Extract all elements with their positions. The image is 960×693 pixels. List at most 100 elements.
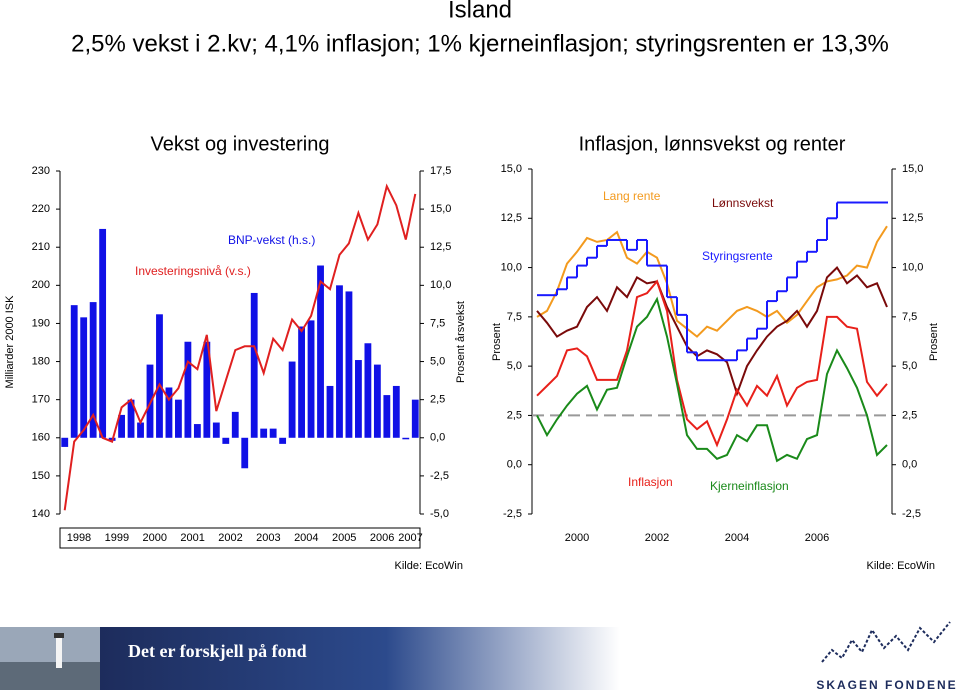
bar [156, 314, 163, 438]
series-label: Styringsrente [702, 249, 773, 263]
chart-title: Vekst og investering [151, 133, 330, 155]
x-tick-label: 2002 [645, 532, 669, 544]
bar [241, 437, 249, 469]
x-tick-label: 1998 [67, 532, 91, 544]
x-tick-label: 2006 [370, 532, 394, 544]
bar [336, 285, 343, 438]
y2-tick-label: 0,0 [430, 432, 445, 444]
bar [383, 395, 391, 438]
y2-tick-label: 5,0 [902, 360, 917, 372]
x-tick-label: 2000 [142, 532, 166, 544]
bar [250, 292, 258, 438]
banner [100, 627, 620, 690]
series-label: Investeringsnivå (v.s.) [135, 264, 251, 278]
y2-tick-label: -2,5 [430, 470, 449, 482]
bar [61, 437, 69, 447]
logo-text: SKAGEN FONDENE [816, 678, 957, 692]
line [536, 296, 888, 463]
y-tick-label: -2,5 [503, 508, 522, 520]
series-label: Lønnsvekst [712, 196, 774, 210]
y2-tick-label: 5,0 [430, 355, 445, 367]
x-tick-label: 2003 [256, 532, 280, 544]
logo-graph [821, 621, 951, 663]
x-tick-label: 2001 [180, 532, 204, 544]
bar [165, 387, 173, 438]
y-tick-label: 12,5 [501, 212, 522, 224]
bar [392, 385, 400, 438]
y2-tick-label: 10,0 [902, 261, 923, 273]
y-axis-label: Milliarder 2000 ISK [4, 295, 16, 389]
bar [212, 422, 220, 438]
y2-tick-label: 2,5 [430, 394, 445, 406]
bar [373, 364, 381, 438]
line [536, 266, 888, 397]
bar [146, 364, 154, 438]
line [536, 279, 888, 448]
y-tick-label: 15,0 [501, 163, 522, 175]
bar [193, 424, 201, 438]
chart: Inflasjon, lønnsvekst og renter -2,5 0,0 2,… [491, 133, 940, 572]
bar [127, 399, 135, 438]
bar [364, 343, 372, 438]
slide-subtitle: 2,5% vekst i 2.kv; 4,1% inflasjon; 1% kj… [71, 30, 889, 57]
x-tick-label: 2002 [218, 532, 242, 544]
bar [137, 422, 144, 438]
bar [279, 437, 287, 444]
x-tick-label: 2004 [294, 532, 318, 544]
y-tick-label: 160 [32, 432, 50, 444]
y2-tick-label: 7,5 [430, 317, 445, 329]
series-label: Lang rente [603, 189, 661, 203]
bar [203, 341, 211, 438]
year-box [59, 527, 421, 549]
slide-title: Island [448, 0, 512, 23]
chart: Vekst og investering 140 150 160 170 180 190 20… [4, 133, 467, 572]
series-label: Kjerneinflasjon [710, 479, 789, 493]
y2-tick-label: 7,5 [902, 311, 917, 323]
bar [317, 265, 324, 438]
y2-tick-label: 10,0 [430, 279, 451, 291]
bar [326, 385, 334, 438]
line [63, 183, 417, 511]
chart-title: Inflasjon, lønnsvekst og renter [579, 133, 846, 155]
x-tick-label: 2004 [725, 532, 749, 544]
y2-tick-label: 17,5 [430, 165, 451, 177]
y-tick-label: 2,5 [507, 409, 522, 421]
y-tick-label: 220 [32, 203, 50, 215]
y2-tick-label: -5,0 [430, 508, 449, 520]
bar [80, 317, 88, 438]
source: Kilde: EcoWin [395, 560, 463, 572]
bar [345, 291, 353, 438]
x-tick-label: 1999 [105, 532, 129, 544]
y-tick-label: 5,0 [507, 360, 522, 372]
y2-tick-label: 12,5 [430, 241, 451, 253]
y-tick-label: 10,0 [501, 261, 522, 273]
bar [260, 428, 268, 438]
series-label: BNP-vekst (h.s.) [228, 233, 315, 247]
bar [411, 399, 419, 438]
y-tick-label: 190 [32, 317, 50, 329]
bar [70, 305, 78, 438]
y-tick-label: 180 [32, 355, 50, 367]
y-axis-label: Prosent [491, 323, 503, 361]
y-tick-label: 210 [32, 241, 50, 253]
line [536, 225, 888, 338]
y2-axis-label: Prosent [928, 323, 940, 361]
lighthouse [56, 636, 62, 668]
footer: Det er forskjell på fond SKAGEN FONDENE [0, 621, 957, 692]
x-tick-label: 2007 [398, 532, 422, 544]
y-tick-label: 230 [32, 165, 50, 177]
source: Kilde: EcoWin [867, 560, 935, 572]
y2-tick-label: 15,0 [430, 203, 451, 215]
y-tick-label: 200 [32, 279, 50, 291]
y-tick-label: 140 [32, 508, 50, 520]
y-tick-label: 170 [32, 394, 50, 406]
x-tick-label: 2000 [565, 532, 589, 544]
x-tick-label: 2005 [332, 532, 356, 544]
photo-rocks [0, 662, 100, 690]
x-tick-label: 2006 [805, 532, 829, 544]
y2-tick-label: -2,5 [902, 508, 921, 520]
slogan: Det er forskjell på fond [128, 641, 307, 661]
y-tick-label: 150 [32, 470, 50, 482]
